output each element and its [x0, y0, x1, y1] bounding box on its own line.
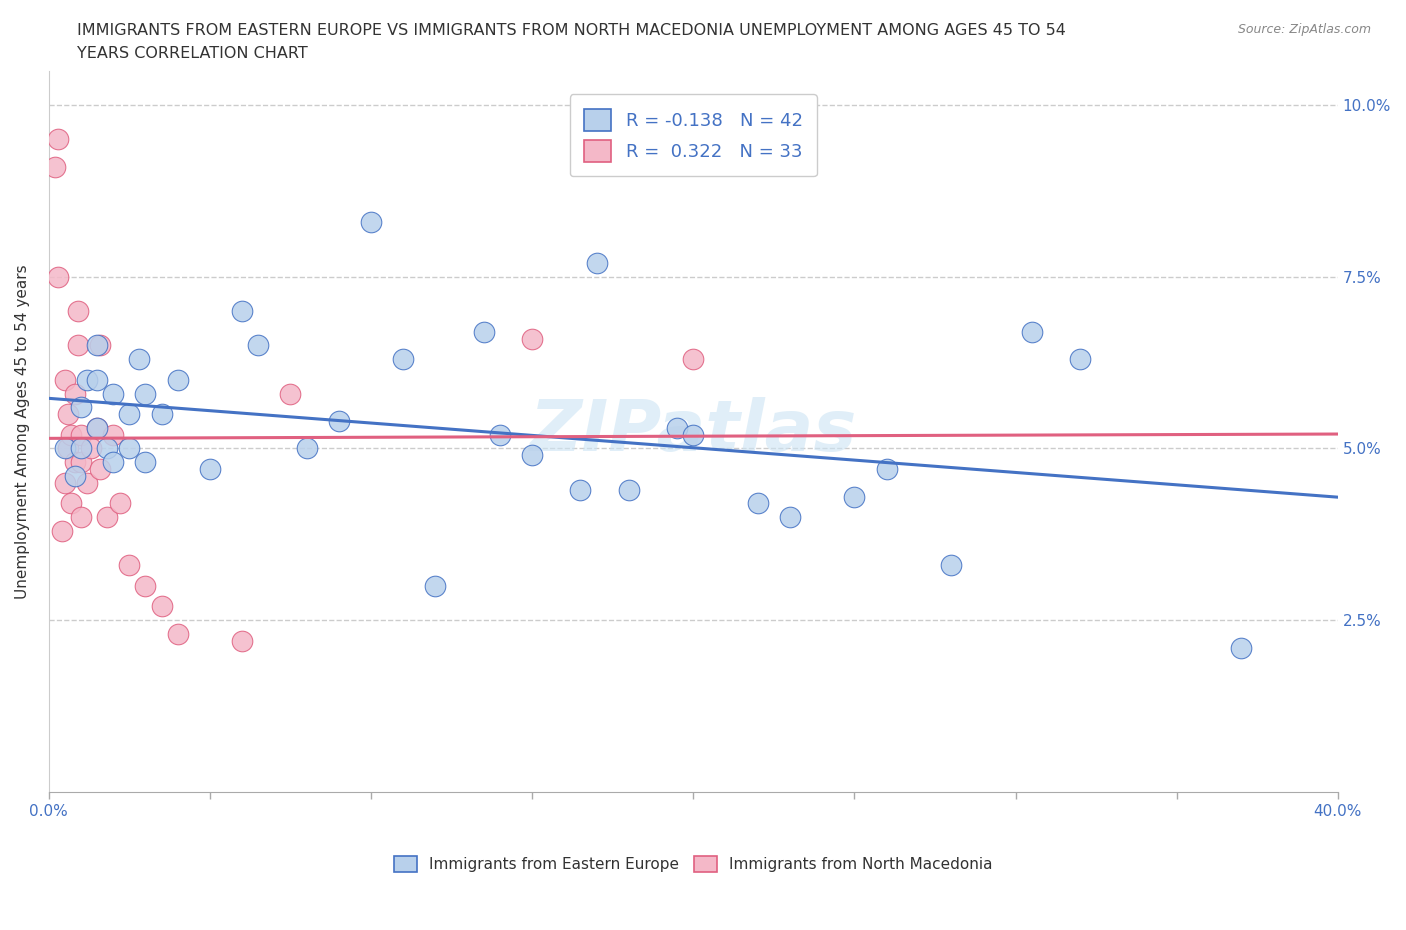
Point [150, 406, 173, 421]
Point [747, 496, 769, 511]
Point [585, 256, 607, 271]
Point [779, 510, 801, 525]
Point [96, 510, 118, 525]
Point [53, 441, 76, 456]
Point [844, 489, 866, 504]
Text: Source: ZipAtlas.com: Source: ZipAtlas.com [1237, 23, 1371, 36]
Point [134, 386, 156, 401]
Point [166, 372, 188, 387]
Point [76, 372, 98, 387]
Point [231, 304, 253, 319]
Point [60, 496, 83, 511]
Text: YEARS CORRELATION CHART: YEARS CORRELATION CHART [77, 46, 308, 61]
Point [520, 331, 543, 346]
Point [79, 441, 101, 456]
Point [51, 524, 73, 538]
Y-axis label: Unemployment Among Ages 45 to 54 years: Unemployment Among Ages 45 to 54 years [15, 264, 30, 599]
Point [489, 427, 512, 442]
Point [1021, 325, 1043, 339]
Point [939, 558, 962, 573]
Point [569, 483, 592, 498]
Legend: Immigrants from Eastern Europe, Immigrants from North Macedonia: Immigrants from Eastern Europe, Immigran… [388, 850, 998, 878]
Point [66, 304, 89, 319]
Point [89, 338, 111, 352]
Point [666, 420, 689, 435]
Point [44, 160, 66, 175]
Point [89, 461, 111, 476]
Point [231, 633, 253, 648]
Point [70, 510, 93, 525]
Point [360, 215, 382, 230]
Point [70, 400, 93, 415]
Point [472, 325, 495, 339]
Point [86, 372, 108, 387]
Point [198, 461, 221, 476]
Point [166, 627, 188, 642]
Point [295, 441, 318, 456]
Point [103, 427, 125, 442]
Point [134, 578, 156, 593]
Point [48, 132, 70, 147]
Point [247, 338, 270, 352]
Point [70, 427, 93, 442]
Point [1230, 640, 1253, 655]
Point [108, 496, 131, 511]
Text: IMMIGRANTS FROM EASTERN EUROPE VS IMMIGRANTS FROM NORTH MACEDONIA UNEMPLOYMENT A: IMMIGRANTS FROM EASTERN EUROPE VS IMMIGR… [77, 23, 1066, 38]
Point [682, 427, 704, 442]
Point [60, 427, 83, 442]
Point [103, 386, 125, 401]
Point [76, 475, 98, 490]
Point [392, 352, 415, 366]
Point [118, 558, 141, 573]
Point [56, 441, 79, 456]
Point [56, 406, 79, 421]
Point [150, 599, 173, 614]
Point [118, 406, 141, 421]
Point [617, 483, 640, 498]
Point [103, 455, 125, 470]
Point [63, 455, 86, 470]
Point [63, 469, 86, 484]
Point [86, 420, 108, 435]
Point [128, 352, 150, 366]
Point [53, 372, 76, 387]
Point [520, 448, 543, 463]
Point [118, 441, 141, 456]
Point [328, 414, 350, 429]
Point [53, 475, 76, 490]
Point [96, 441, 118, 456]
Point [134, 455, 156, 470]
Point [70, 441, 93, 456]
Point [280, 386, 302, 401]
Point [86, 420, 108, 435]
Point [86, 338, 108, 352]
Point [70, 455, 93, 470]
Point [425, 578, 447, 593]
Point [682, 352, 704, 366]
Point [876, 461, 898, 476]
Point [48, 270, 70, 285]
Text: ZIPatlas: ZIPatlas [530, 397, 856, 466]
Point [63, 386, 86, 401]
Point [66, 338, 89, 352]
Point [1069, 352, 1091, 366]
